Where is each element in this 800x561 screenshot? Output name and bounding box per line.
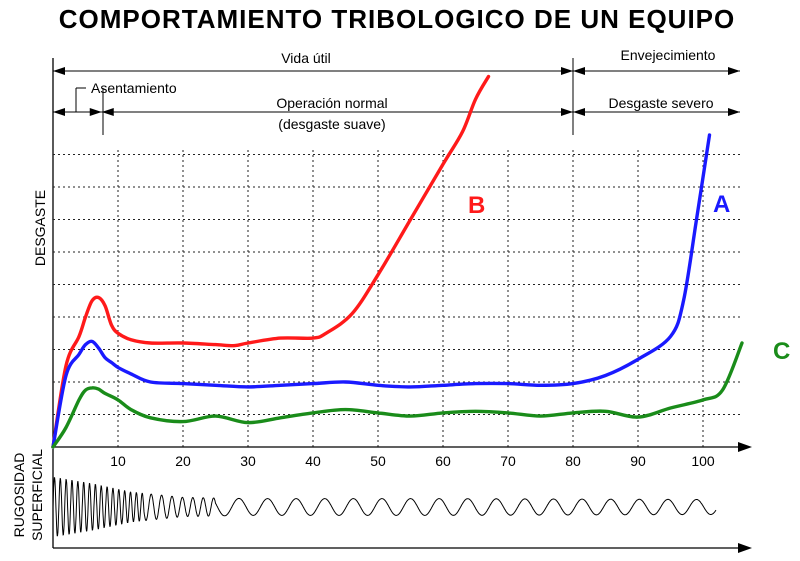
x-tick-label: 50 <box>370 453 386 469</box>
series-C-line <box>51 341 744 449</box>
x-tick-labels: 10 20 30 40 50 60 70 80 90 100 <box>110 453 715 469</box>
series-B-label: B <box>468 192 485 219</box>
series-A-label: A <box>713 191 730 218</box>
phase-band: Vida útil Envejecimiento Asentamiento Op… <box>52 47 740 448</box>
roughness-plot <box>52 477 717 537</box>
x-tick-label: 80 <box>565 453 581 469</box>
x-tick-label: 90 <box>630 453 646 469</box>
x-tick-label: 40 <box>305 453 321 469</box>
arrow-envejecimiento-head-right <box>728 67 740 75</box>
label-asentamiento: Asentamiento <box>91 80 177 96</box>
roughness-wave <box>52 477 717 537</box>
arrow-vida-util-head-left <box>53 67 65 75</box>
roughness-label-line2: SUPERFICIAL <box>29 449 45 541</box>
roughness-x-axis-arrow <box>738 543 752 553</box>
roughness-label-line1: RUGOSIDAD <box>11 453 27 538</box>
arrow-vida-util-head-right <box>561 67 573 75</box>
arrow-asentamiento-head-right <box>89 108 102 116</box>
series-A-line <box>51 133 712 449</box>
phase-arrows <box>53 67 740 116</box>
label-operacion-normal: Operación normal <box>276 95 387 111</box>
label-desgaste-severo: Desgaste severo <box>608 95 713 111</box>
grid <box>53 150 740 447</box>
axes <box>52 442 752 553</box>
arrow-operacion-normal-head-left <box>101 108 114 116</box>
x-tick-label: 60 <box>435 453 451 469</box>
y-axis-label: DESGASTE <box>32 190 48 266</box>
label-desgaste-suave: (desgaste suave) <box>278 116 385 132</box>
x-axis-arrow <box>738 442 752 452</box>
arrow-asentamiento-head-left <box>53 108 65 116</box>
label-vida-util: Vida útil <box>281 50 331 66</box>
x-tick-label: 20 <box>175 453 191 469</box>
x-tick-label: 70 <box>500 453 516 469</box>
label-envejecimiento: Envejecimiento <box>621 47 716 63</box>
chart-title: COMPORTAMIENTO TRIBOLOGICO DE UN EQUIPO <box>59 4 736 34</box>
series-B-line <box>51 74 491 449</box>
arrow-envejecimiento-head-left <box>573 67 585 75</box>
arrow-desgaste-severo-head-left <box>573 108 585 116</box>
wear-curves: B A C <box>51 74 790 449</box>
series-C-label: C <box>773 338 790 365</box>
x-tick-label: 30 <box>240 453 256 469</box>
x-tick-label: 10 <box>110 453 126 469</box>
arrow-desgaste-severo-head-right <box>728 108 740 116</box>
x-tick-label: 100 <box>691 453 715 469</box>
arrow-operacion-normal-head-right <box>561 108 573 116</box>
